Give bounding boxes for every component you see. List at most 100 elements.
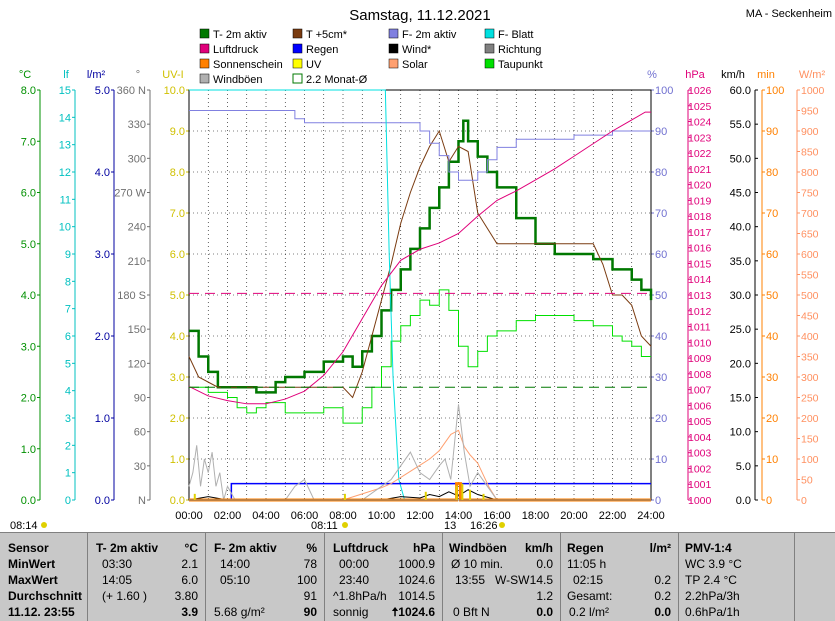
legend-label-t-2m-aktiv: T- 2m aktiv [213, 29, 267, 41]
axis-label-lf: 1 [65, 468, 71, 480]
arrow-up-icon: 🠅 [391, 605, 399, 619]
press-trend: ^1.8hPa/h [333, 589, 387, 603]
pmv-column: PMV-1:4 WC 3.9 °C TP 2.4 °C 2.2hPa/3h 0.… [678, 533, 795, 621]
hum-min-value: 78 [303, 557, 317, 571]
moon-mid: 13 [444, 520, 456, 532]
series-luftdruck [188, 111, 651, 405]
axis-label-solar: 450 [801, 311, 819, 323]
pmv-tp: TP 2.4 °C [685, 573, 737, 587]
axis-label-uv: 7.0 [170, 208, 185, 220]
axis-label-hum: 50 [655, 290, 667, 302]
axis-label-hum: 60 [655, 249, 667, 261]
axis-unit-hum: % [647, 69, 657, 81]
axis-label-dir: 60 [134, 427, 146, 439]
axis-label-press: 1008 [688, 369, 712, 381]
hum-title: F- 2m aktiv [214, 541, 277, 555]
axis-label-lf: 7 [65, 304, 71, 316]
axis-label-press: 1002 [688, 463, 712, 475]
axis-label-temp: 1.0 [21, 444, 36, 456]
axis-label-press: 1001 [688, 479, 712, 491]
axis-label-solar: 650 [801, 229, 819, 241]
axis-label-uv: 6.0 [170, 249, 185, 261]
axis-label-uv: 10.0 [164, 85, 185, 97]
axis-label-press: 1003 [688, 448, 712, 460]
legend-swatch-t-5cm [292, 28, 303, 39]
axis-label-dir: 120 [128, 358, 146, 370]
axis-label-dir: 30 [134, 461, 146, 473]
axis-label-press: 1012 [688, 306, 712, 318]
moon-time-left: 08:14 [10, 520, 38, 532]
sensor-stamp: 11.12. 23:55 [8, 605, 75, 619]
axis-label-min: 80 [766, 167, 778, 179]
sunset-time: 16:26 [470, 520, 498, 532]
sensor-title: Sensor [8, 541, 49, 555]
legend-label-2-2-monat: 2.2 Monat-Ø [306, 74, 368, 86]
temp-min-value: 2.1 [181, 557, 198, 571]
axis-label-press: 1023 [688, 132, 712, 144]
sensor-row-min: MinWert [8, 557, 56, 571]
temp-column: T- 2m aktiv °C 03:30 2.1 14:05 6.0 (+ 1.… [87, 533, 206, 621]
axis-label-lf: 13 [59, 140, 71, 152]
axis-label-min: 90 [766, 126, 778, 138]
axis-label-press: 1015 [688, 258, 712, 270]
legend-swatch-f-blatt [484, 28, 495, 39]
axis-unit-solar: W/m² [799, 69, 826, 81]
axis-label-solar: 200 [801, 413, 819, 425]
axis-label-press: 1016 [688, 243, 712, 255]
axis-label-lf: 15 [59, 85, 71, 97]
legend-swatch-uv [292, 58, 303, 69]
axis-label-press: 1013 [688, 290, 712, 302]
hum-column: F- 2m aktiv % 14:00 78 05:10 100 91 5.68… [205, 533, 325, 621]
axis-label-lf: 4 [65, 386, 71, 398]
axis-label-min: 100 [766, 85, 784, 97]
axis-label-wind: 20.0 [730, 358, 751, 370]
axis-label-wind: 0.0 [736, 495, 751, 507]
axis-unit-temp: °C [19, 69, 31, 81]
axis-unit-rain: l/m² [87, 69, 106, 81]
axis-label-solar: 1000 [801, 85, 825, 97]
legend-label-wind: Wind* [402, 44, 432, 56]
axis-label-hum: 100 [655, 85, 673, 97]
rain-duration: 11:05 h [567, 557, 607, 571]
legend-swatch-richtung [484, 43, 495, 54]
axis-label-dir: 150 [128, 324, 146, 336]
temp-max-value: 6.0 [181, 573, 198, 587]
axis-label-wind: 30.0 [730, 290, 751, 302]
axis-label-wind: 25.0 [730, 324, 751, 336]
axis-unit-lf: lf [63, 69, 69, 81]
legend-label-regen: Regen [306, 44, 338, 56]
axis-label-hum: 20 [655, 413, 667, 425]
rain-last-value: 0.2 [654, 573, 671, 587]
axis-label-dir: 180 S [117, 290, 146, 302]
axis-label-solar: 50 [801, 475, 813, 487]
x-tick-label: 08:00 [329, 510, 357, 522]
axis-label-hum: 30 [655, 372, 667, 384]
rain-last-time: 02:15 [573, 573, 604, 587]
axis-label-temp: 3.0 [21, 341, 36, 353]
axis-label-wind: 55.0 [730, 119, 751, 131]
hum-max-value: 100 [296, 573, 317, 587]
axis-label-press: 1011 [688, 322, 711, 334]
x-tick-label: 18:00 [522, 510, 550, 522]
axis-label-wind: 10.0 [730, 427, 751, 439]
axis-label-solar: 300 [801, 372, 819, 384]
axis-label-rain: 2.0 [95, 331, 110, 343]
axis-label-lf: 3 [65, 413, 71, 425]
axis-label-solar: 600 [801, 249, 819, 261]
sensor-column: Sensor MinWert MaxWert Durchschnitt 11.1… [0, 533, 87, 621]
temp-avg-delta: (+ 1.60 ) [102, 589, 148, 603]
axis-label-hum: 40 [655, 331, 667, 343]
x-tick-label: 04:00 [252, 510, 280, 522]
rain-total-value: 0.2 [654, 589, 671, 603]
temp-max-time: 14:05 [102, 573, 133, 587]
rain-column: Regen l/m² 11:05 h 02:15 0.2 Gesamt: 0.2… [560, 533, 679, 621]
press-column: Luftdruck hPa 00:00 1000.9 23:40 1024.6 … [324, 533, 443, 621]
sun-icon [342, 522, 348, 528]
axis-label-press: 1019 [688, 195, 712, 207]
axis-label-solar: 950 [801, 106, 819, 118]
sunset-icon [499, 522, 505, 528]
axis-label-hum: 0 [655, 495, 661, 507]
axis-label-min: 40 [766, 331, 778, 343]
gust-bft: 0 Bft N [453, 605, 490, 619]
location-label: MA - Seckenheim [746, 8, 832, 20]
